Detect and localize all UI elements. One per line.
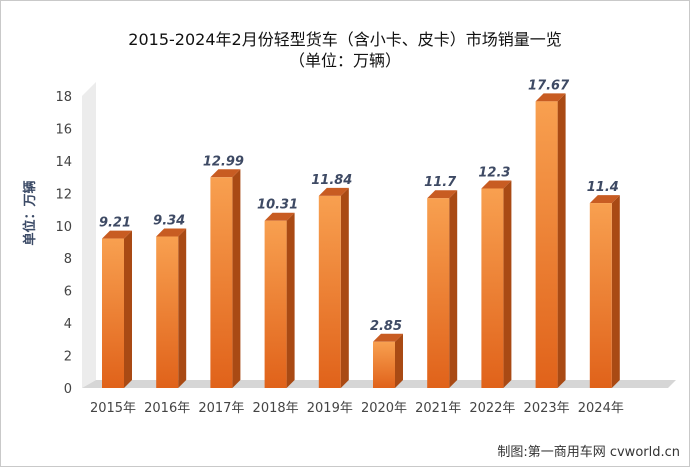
back-wall xyxy=(82,82,96,388)
y-tick-label: 14 xyxy=(55,155,72,170)
bar-side-face xyxy=(557,93,566,388)
bar-front-face xyxy=(373,341,395,388)
y-tick-label: 16 xyxy=(55,122,72,137)
y-axis-ticks: 0 2 4 6 8 10 12 14 16 18 xyxy=(55,90,72,397)
bar-side-face xyxy=(340,187,349,388)
x-tick-label: 2015年 xyxy=(90,401,136,416)
y-tick-label: 2 xyxy=(64,350,72,365)
data-label: 9.34 xyxy=(153,213,185,228)
data-label: 17.67 xyxy=(528,78,570,93)
bar-top-face xyxy=(535,93,566,102)
x-axis-ticks: 2015年 2016年 2017年 2018年 2019年 2020年 2021年 2022年… xyxy=(90,401,624,416)
bar xyxy=(535,93,566,388)
y-tick-label: 0 xyxy=(64,382,72,397)
bars-group xyxy=(102,93,620,388)
x-tick-label: 2016年 xyxy=(144,401,190,416)
x-tick-label: 2019年 xyxy=(307,401,353,416)
y-tick-label: 4 xyxy=(64,317,72,332)
bar-side-face xyxy=(503,180,512,388)
data-label: 10.31 xyxy=(257,198,298,213)
y-tick-label: 6 xyxy=(64,285,72,300)
y-axis-label: 单位：万辆 xyxy=(22,180,38,245)
bar-top-face xyxy=(427,190,458,199)
bar-front-face xyxy=(102,238,124,388)
bar xyxy=(481,180,512,388)
bar-top-face xyxy=(373,333,403,342)
data-label: 12.99 xyxy=(203,154,244,169)
bar-side-face xyxy=(395,333,403,388)
credit-text: 制图:第一商用车网 cvworld.cn xyxy=(497,444,680,460)
bar-top-face xyxy=(481,180,512,189)
data-labels: 9.21 9.34 12.99 10.31 11.84 2.85 11.7 12.3 17.67… xyxy=(99,78,619,333)
bar xyxy=(210,169,241,388)
bar-side-face xyxy=(286,212,295,388)
bar-front-face xyxy=(481,188,504,388)
data-label: 11.4 xyxy=(587,180,619,195)
x-tick-label: 2020年 xyxy=(361,401,407,416)
y-tick-label: 18 xyxy=(55,90,72,105)
x-tick-label: 2018年 xyxy=(253,401,299,416)
y-tick-label: 10 xyxy=(55,220,72,235)
bar-front-face xyxy=(156,236,179,388)
chart-subtitle: （单位：万辆） xyxy=(289,51,401,70)
x-tick-label: 2022年 xyxy=(469,401,515,416)
bar-front-face xyxy=(589,203,612,388)
bar-top-face xyxy=(589,195,620,204)
chart-title: 2015-2024年2月份轻型货车（含小卡、皮卡）市场销量一览 xyxy=(128,30,561,49)
data-label: 9.21 xyxy=(99,216,131,231)
x-tick-label: 2017年 xyxy=(198,401,244,416)
bar xyxy=(427,190,458,388)
bar-front-face xyxy=(535,101,558,388)
x-tick-label: 2021年 xyxy=(415,401,461,416)
bar xyxy=(318,187,349,388)
bar-side-face xyxy=(124,230,132,388)
x-tick-label: 2023年 xyxy=(524,401,570,416)
bar-top-face xyxy=(318,187,349,196)
y-tick-label: 12 xyxy=(55,187,72,202)
x-tick-label: 2024年 xyxy=(578,401,624,416)
data-label: 11.7 xyxy=(424,175,457,190)
bar-top-face xyxy=(210,169,241,178)
bar-front-face xyxy=(427,198,450,388)
bar-front-face xyxy=(318,195,341,388)
bar-top-face xyxy=(264,212,295,221)
bar-side-face xyxy=(611,195,620,388)
bar xyxy=(589,195,620,388)
bar-side-face xyxy=(178,228,187,388)
bar-side-face xyxy=(449,190,458,388)
bar-front-face xyxy=(264,220,287,388)
bar xyxy=(102,230,132,388)
bar-top-face xyxy=(156,228,187,237)
data-label: 11.84 xyxy=(311,173,352,188)
bar xyxy=(373,333,403,388)
bar-top-face xyxy=(102,230,132,239)
chart-title-group: 2015-2024年2月份轻型货车（含小卡、皮卡）市场销量一览 （单位：万辆） xyxy=(128,30,561,70)
y-tick-label: 8 xyxy=(64,252,72,267)
bar-front-face xyxy=(210,177,233,388)
data-label: 2.85 xyxy=(370,319,402,334)
data-label: 12.3 xyxy=(478,165,510,180)
bar-side-face xyxy=(232,169,241,388)
bar xyxy=(264,212,295,388)
bar xyxy=(156,228,187,388)
